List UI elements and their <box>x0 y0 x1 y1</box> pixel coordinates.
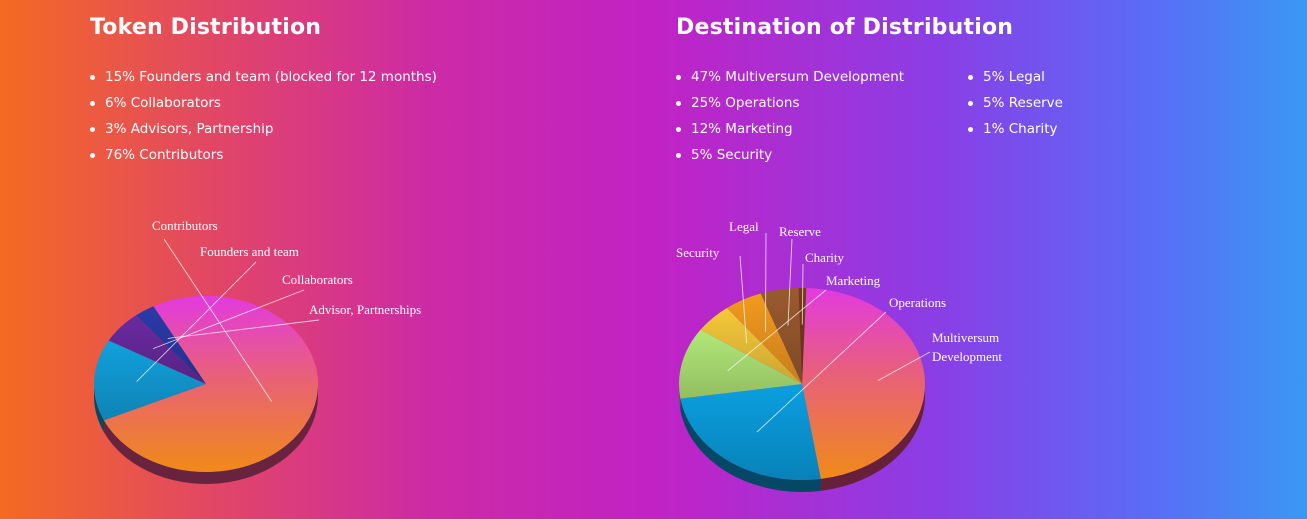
pie-slice-collaborators <box>108 315 206 384</box>
pie-side-founders-and-team <box>94 384 105 433</box>
pie-slice-contributors <box>104 295 318 473</box>
pie-leader-founders-and-team <box>136 261 257 382</box>
pie-side-operations <box>680 398 821 492</box>
pie-side-marketing <box>679 384 681 411</box>
pie-1-side <box>94 384 318 485</box>
pie-label-legal: Legal <box>729 219 759 234</box>
pie-slice-marketing <box>679 329 802 399</box>
pie-slice-multiversum-development <box>802 288 926 479</box>
destination-list-col1: 47% Multiversum Development 25% Operatio… <box>676 66 904 170</box>
pie-label-contributors: Contributors <box>152 218 218 233</box>
pie-label-charity: Charity <box>805 250 844 265</box>
pie-leader-multiversum-development <box>877 351 931 381</box>
list-item: 5% Reserve <box>968 92 1063 118</box>
pie-1-labels: Contributors Founders and team Collaborato… <box>136 218 421 402</box>
pie-leader-advisor-partnerships <box>167 319 320 339</box>
list-item: 15% Founders and team (blocked for 12 mo… <box>90 66 437 92</box>
pie-label-marketing: Marketing <box>826 273 881 288</box>
pie-slice-operations <box>680 384 821 480</box>
pie-2-labels: Multiversum Development Operations Marketin… <box>676 219 1002 433</box>
list-item: 5% Legal <box>968 66 1063 92</box>
list-item: 76% Contributors <box>90 144 437 170</box>
pie-label-security: Security <box>676 245 720 260</box>
pie-leader-marketing <box>727 289 827 372</box>
pie-leader-security <box>739 255 748 344</box>
pie-leader-charity <box>801 263 804 325</box>
token-distribution-list: 15% Founders and team (blocked for 12 mo… <box>90 66 437 170</box>
list-item: 25% Operations <box>676 92 904 118</box>
pie-leader-operations <box>756 311 887 433</box>
pie-label-founders-and-team: Founders and team <box>200 244 299 259</box>
pie-leader-legal <box>765 232 767 332</box>
pie-label-collaborators: Collaborators <box>282 272 353 287</box>
token-distribution-title: Token Distribution <box>90 15 322 40</box>
pie-2-side <box>679 384 926 492</box>
pie-slice-reserve <box>760 288 802 384</box>
list-item: 5% Security <box>676 144 904 170</box>
pie-label-operations: Operations <box>889 295 946 310</box>
destination-list-col2: 5% Legal 5% Reserve 1% Charity <box>968 66 1063 144</box>
list-item: 1% Charity <box>968 118 1063 144</box>
pie-slice-advisor-partnerships <box>135 306 206 384</box>
list-item: 12% Marketing <box>676 118 904 144</box>
pie-slice-founders-and-team <box>93 340 206 421</box>
pie-2-top <box>679 287 926 480</box>
pie-slice-charity <box>798 287 807 384</box>
pie-1-top <box>93 295 318 473</box>
destination-distribution-title: Destination of Distribution <box>676 15 1014 40</box>
pie-label-multiversum-development: Multiversum Development <box>932 330 1002 364</box>
pie-leader-reserve <box>787 238 793 326</box>
list-item: 3% Advisors, Partnership <box>90 118 437 144</box>
pie-label-reserve: Reserve <box>779 224 821 239</box>
list-item: 47% Multiversum Development <box>676 66 904 92</box>
pie-leader-collaborators <box>152 289 305 350</box>
pie-leader-contributors <box>163 238 273 402</box>
list-item: 6% Collaborators <box>90 92 437 118</box>
pie-side-multiversum-development <box>820 384 926 491</box>
pie-slice-legal <box>726 293 802 384</box>
pie-slice-security <box>700 307 802 384</box>
pie-label-advisor-partnerships: Advisor, Partnerships <box>309 302 421 317</box>
